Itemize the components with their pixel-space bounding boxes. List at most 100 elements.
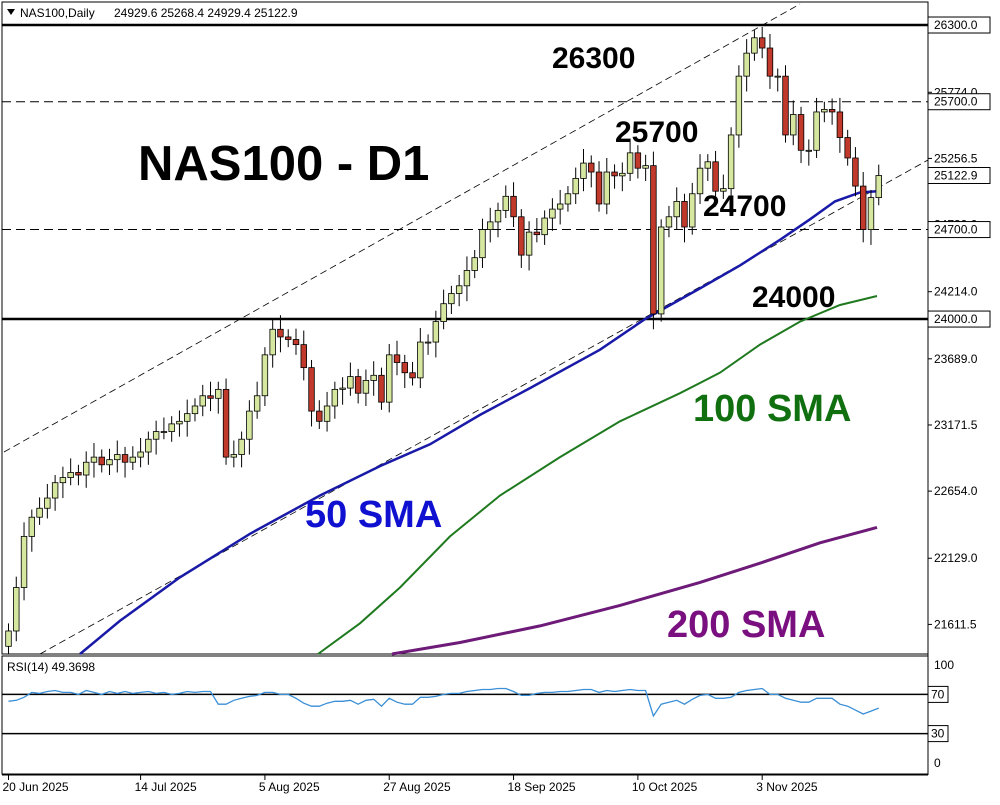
candle-body [735,75,743,136]
candle-body [160,431,168,433]
candle-body [556,203,564,210]
candle-body [828,108,836,113]
candle-body [712,161,719,192]
candle-body [455,285,463,294]
candle-body [821,108,828,113]
candle-body [518,216,525,256]
price-tick-label: 21611.5 [934,617,977,631]
candle-body [83,461,90,476]
date-tick-label: 5 Aug 2025 [259,780,320,794]
candle-body [634,152,642,169]
chart-title: NAS100 - D1 [138,137,429,191]
date-tick-label: 20 Jun 2025 [3,780,69,794]
rsi-line [8,687,879,718]
sma-50-line [79,189,878,655]
date-tick-label: 14 Jul 2025 [135,780,197,794]
symbol-label: NAS100,Daily [20,6,95,20]
candle-body [331,388,339,407]
candle-body [316,410,323,422]
candle-body [774,75,781,78]
price-tick-label: 23689.0 [934,352,978,366]
candle-body [844,137,851,159]
candle-body [440,303,447,323]
date-tick-label: 18 Sep 2025 [508,780,576,794]
date-tick-label: 27 Aug 2025 [383,780,451,794]
candle-body [300,344,307,369]
rsi-level-label: 30 [931,727,945,741]
candle-body [339,387,346,390]
price-tick-label: 22654.0 [934,484,978,498]
candle-body [67,472,74,478]
candle-body [432,321,440,343]
candle-body [114,454,121,461]
candle-body [790,114,797,136]
candle-body [720,188,727,192]
candle-body [199,395,206,407]
candle-body [510,195,517,218]
candle-body [766,47,774,77]
candle-body [743,52,750,77]
candle-body [176,420,183,425]
rsi-scale-bottom: 0 [934,756,941,770]
sma-label: 50 SMA [305,494,442,536]
channel-upper-line [3,3,801,453]
candle-body [75,472,82,476]
level-price-tag [927,93,991,111]
candle-body [797,114,805,151]
level-price-tag [927,310,991,328]
level-price-label: 24700.0 [934,223,978,237]
level-annotation: 26300 [552,42,635,75]
level-price-label: 26300.0 [934,18,978,32]
candle-body [572,178,579,195]
main-plot-frame [1,1,929,655]
candle-body [378,374,385,403]
candle-body [90,456,98,463]
candle-body [533,231,541,236]
candle-body [277,328,284,338]
rsi-plot-frame [1,655,929,775]
candle-body [51,482,59,499]
candle-body [28,516,36,537]
candle-body [471,257,478,271]
candle-body [20,535,28,588]
candle-body [642,165,649,169]
candle-body [813,111,820,151]
candle-body [875,175,882,199]
date-tick-label: 10 Oct 2025 [632,780,698,794]
candle-body [751,37,758,54]
candle-body [494,209,502,223]
current-price-tag [927,166,991,184]
price-tick-label: 24214.0 [934,285,978,299]
candle-body [463,270,471,287]
candle-body [261,354,269,397]
candle-body [246,410,253,440]
candle-body [409,372,416,379]
level-price-tag [927,221,991,239]
candle-body [106,459,113,466]
sma-200-line [391,525,878,656]
candle-body [347,376,354,389]
candle-body [36,507,43,518]
candle-body [595,171,603,205]
date-tick-label: 3 Nov 2025 [756,780,818,794]
candle-body [502,195,509,211]
candle-body [393,354,401,363]
candle-body [479,229,486,259]
candle-body [191,405,199,415]
candle-body [230,454,238,458]
level-price-label: 25700.0 [934,95,978,109]
rsi-level-tag [927,685,949,703]
candle-body [549,208,556,219]
sma-100-line [317,295,878,655]
candle-body [727,134,735,190]
level-price-tag [927,16,991,34]
candle-body [59,477,67,484]
price-tick-label: 25256.5 [934,151,978,165]
candle-body [370,374,377,381]
candle-body [129,456,137,463]
collapse-triangle-icon[interactable] [7,9,15,15]
ohlc-readout: 24929.6 25268.4 24929.4 25122.9 [114,6,298,20]
candle-body [44,497,51,509]
